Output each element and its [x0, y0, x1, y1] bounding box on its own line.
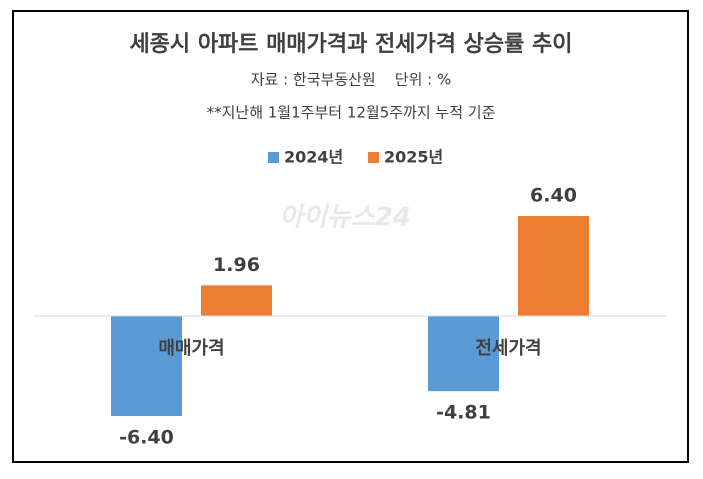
bar [518, 216, 589, 316]
value-label: -6.40 [119, 427, 174, 449]
x-tick-label: 전세가격 [475, 338, 541, 359]
legend-label: 2025년 [384, 148, 443, 167]
legend-label: 2024년 [284, 148, 343, 167]
bar [111, 316, 182, 416]
x-tick-label: 매매가격 [158, 338, 224, 359]
chart-note: **지난해 1월1주부터 12월5주까지 누적 기준 [207, 104, 496, 122]
bar [201, 285, 272, 316]
legend-swatch [268, 152, 279, 163]
chart-subtitle: 자료 : 한국부동산원 단위 : % [251, 71, 452, 89]
bar [428, 316, 499, 392]
value-label: 6.40 [530, 185, 577, 207]
watermark: 아이뉴스24 [279, 203, 411, 233]
value-label: -4.81 [436, 402, 491, 424]
chart-title: 세종시 아파트 매매가격과 전세가격 상승률 추이 [129, 32, 572, 57]
legend-swatch [368, 152, 379, 163]
value-label: 1.96 [213, 254, 260, 276]
